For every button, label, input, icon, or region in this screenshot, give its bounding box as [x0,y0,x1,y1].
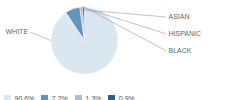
svg-text:WHITE: WHITE [6,28,29,35]
svg-text:ASIAN: ASIAN [169,13,190,20]
svg-text:HISPANIC: HISPANIC [169,30,202,37]
svg-text:BLACK: BLACK [169,47,192,54]
